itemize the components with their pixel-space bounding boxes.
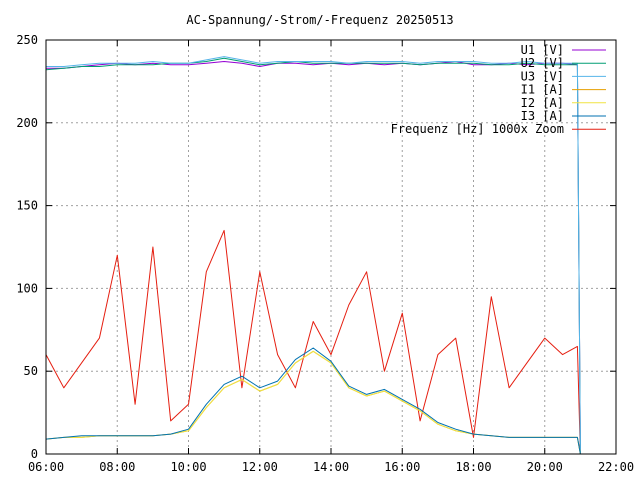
legend-label: I2 [A] bbox=[521, 96, 564, 110]
x-tick-label: 10:00 bbox=[170, 460, 206, 474]
x-tick-label: 22:00 bbox=[598, 460, 634, 474]
legend-label: Frequenz [Hz] 1000x Zoom bbox=[391, 122, 564, 136]
series-line bbox=[45, 229, 581, 455]
x-tick-label: 14:00 bbox=[313, 460, 349, 474]
axis-ticks: 06:00 08:00 10:00 12:00 14:00 16:00 18:00 20:00… bbox=[16, 33, 634, 474]
series-line bbox=[45, 347, 581, 455]
legend-label: I3 [A] bbox=[521, 109, 564, 123]
chart-title: AC-Spannung/-Strom/-Frequenz 20250513 bbox=[186, 13, 453, 27]
x-tick-label: 12:00 bbox=[242, 460, 278, 474]
legend-label: U2 [V] bbox=[521, 56, 564, 70]
series-layer bbox=[45, 56, 581, 455]
y-tick-label: 50 bbox=[24, 364, 38, 378]
y-tick-label: 100 bbox=[16, 281, 38, 295]
x-tick-label: 18:00 bbox=[455, 460, 491, 474]
y-tick-label: 0 bbox=[31, 447, 38, 461]
x-tick-label: 20:00 bbox=[527, 460, 563, 474]
x-tick-label: 16:00 bbox=[384, 460, 420, 474]
legend-label: U1 [V] bbox=[521, 43, 564, 57]
x-tick-label: 08:00 bbox=[99, 460, 135, 474]
y-tick-label: 200 bbox=[16, 116, 38, 130]
series-line bbox=[45, 57, 581, 455]
y-tick-label: 250 bbox=[16, 33, 38, 47]
legend-label: I1 [A] bbox=[521, 83, 564, 97]
y-tick-label: 150 bbox=[16, 199, 38, 213]
legend: U1 [V]U2 [V]U3 [V]I1 [A]I2 [A]I3 [A]Freq… bbox=[391, 43, 606, 136]
series-line bbox=[46, 56, 581, 455]
x-tick-label: 06:00 bbox=[28, 460, 64, 474]
legend-label: U3 [V] bbox=[521, 69, 564, 83]
